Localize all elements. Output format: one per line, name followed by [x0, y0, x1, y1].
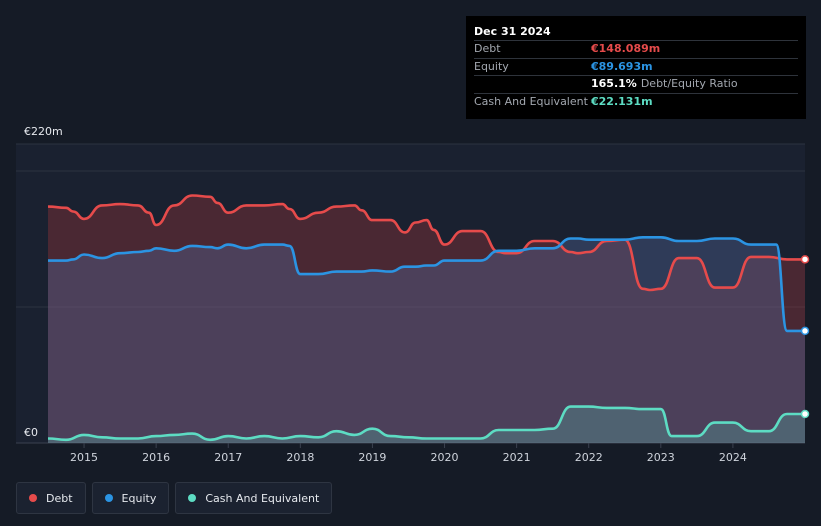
grid-lines — [16, 143, 805, 444]
line-cash-and-equivalent — [47, 405, 805, 442]
tooltip-label-ratio — [474, 76, 591, 93]
tooltip-value-debt: €148.089m — [591, 42, 661, 55]
end-marker-equity — [800, 326, 810, 336]
area-debt — [48, 195, 805, 443]
line-debt — [47, 194, 805, 292]
tooltip-value-cash: €22.131m — [591, 94, 653, 108]
end-markers — [800, 255, 810, 419]
x-tick-label-2023: 2023 — [647, 451, 675, 464]
legend-item-debt[interactable]: Debt — [16, 482, 86, 514]
tooltip-row-equity: Equity €89.693m — [474, 57, 798, 76]
legend-label-cash: Cash And Equivalent — [205, 491, 320, 505]
x-tick-label-2016: 2016 — [142, 451, 170, 464]
legend-item-equity[interactable]: Equity — [91, 482, 170, 514]
x-tick-label-2022: 2022 — [575, 451, 603, 464]
series-lines — [47, 194, 805, 442]
x-tick-label-2015: 2015 — [70, 451, 98, 464]
end-marker-debt — [800, 255, 810, 264]
tooltip-date: Dec 31 2024 — [474, 25, 551, 38]
x-axis: 2015 2016 2017 2018 2019 2020 2021 2022 2023 2024 — [70, 443, 747, 464]
x-tick-label-2017: 2017 — [214, 451, 242, 464]
area-cash-and-equivalent — [48, 406, 805, 443]
plot-background — [16, 144, 805, 443]
x-tick-label-2018: 2018 — [286, 451, 314, 464]
tooltip-value-ratio: 165.1% — [591, 77, 637, 90]
x-tick-label-2021: 2021 — [503, 451, 531, 464]
legend-dot-debt-icon — [29, 494, 37, 502]
legend: Debt Equity Cash And Equivalent — [16, 482, 333, 514]
tooltip-ratio-suffix: Debt/Equity Ratio — [640, 77, 738, 90]
tooltip-row-cash: Cash And Equivalent €22.131m — [474, 92, 798, 111]
y-tick-label-max: €220m — [24, 125, 63, 138]
y-tick-label-zero: €0 — [24, 426, 38, 439]
x-tick-label-2020: 2020 — [431, 451, 459, 464]
tooltip-row-debt: Debt €148.089m — [474, 40, 798, 58]
tooltip-panel: Dec 31 2024 Debt €148.089m Equity €89.69… — [466, 16, 806, 119]
line-equity — [47, 236, 805, 333]
x-tick-label-2024: 2024 — [719, 451, 747, 464]
area-equity — [48, 237, 805, 443]
tooltip-value-equity: €89.693m — [591, 59, 653, 73]
x-tick-label-2019: 2019 — [358, 451, 386, 464]
legend-label-equity: Equity — [121, 491, 157, 505]
tooltip-label-equity: Equity — [474, 59, 509, 73]
tooltip-label-debt: Debt — [474, 42, 501, 55]
y-axis: €220m €0 — [24, 125, 63, 439]
legend-dot-cash-icon — [188, 494, 197, 502]
legend-item-cash[interactable]: Cash And Equivalent — [175, 482, 333, 514]
end-marker-cash-and-equivalent — [800, 409, 810, 419]
tooltip-row-ratio: 165.1% Debt/Equity Ratio — [474, 75, 798, 93]
legend-dot-equity-icon — [104, 494, 113, 502]
tooltip-label-cash: Cash And Equivalent — [474, 94, 588, 108]
legend-label-debt: Debt — [46, 491, 73, 505]
series-areas — [48, 195, 805, 443]
